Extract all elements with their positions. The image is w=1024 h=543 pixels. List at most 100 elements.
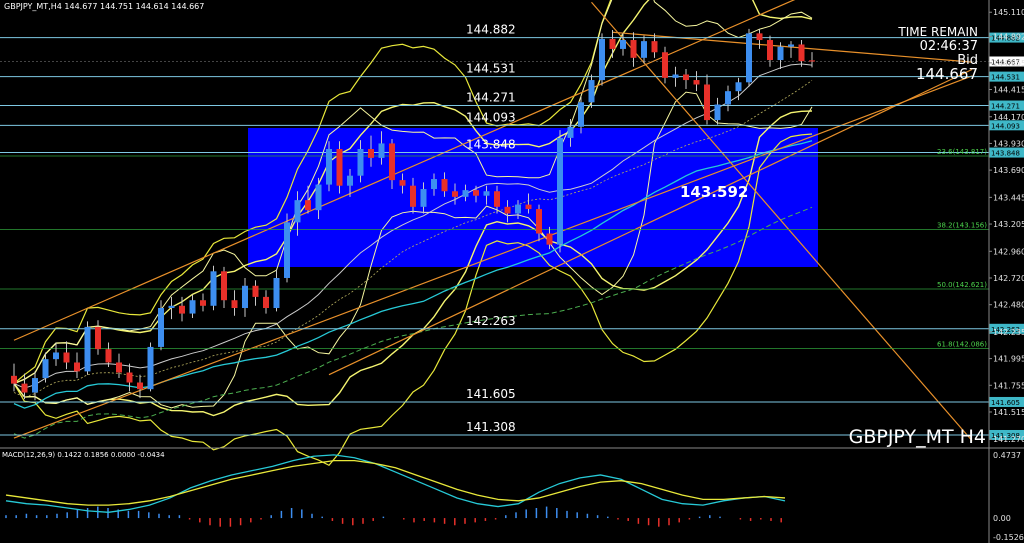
price-axis-tick-label: 141.995 (993, 355, 1024, 364)
candle-body (546, 233, 553, 245)
price-level-tag (989, 396, 1024, 407)
price-level-tag (989, 120, 1024, 131)
candle-body (263, 296, 269, 309)
candle-body (641, 41, 647, 58)
price-level-tag (989, 71, 1024, 82)
candle-body (725, 91, 731, 105)
candle-body (525, 204, 532, 210)
price-axis-tick-label: 142.235 (993, 328, 1024, 337)
candle-body (809, 60, 815, 62)
price-level-tag (989, 32, 1024, 43)
price-level-tag (989, 323, 1024, 334)
candle-body (326, 149, 332, 185)
candle-body (777, 46, 784, 61)
candle-body (84, 326, 91, 372)
candle-body (378, 143, 385, 158)
candle-body (714, 104, 721, 121)
candle-body (21, 383, 28, 393)
candle-body (662, 52, 668, 78)
candle-body (63, 352, 70, 363)
candle-body (284, 222, 290, 278)
candle-body (231, 300, 238, 309)
fibonacci-level-label: 50.0(142.621) (937, 281, 987, 289)
candle-body (735, 82, 742, 92)
macd-axis-tick-label: 0.4737 (993, 451, 1021, 460)
price-level-tag-text: 141.605 (991, 399, 1020, 407)
price-level-tag-text: 144.531 (991, 74, 1020, 82)
candle-body (357, 149, 364, 176)
candle-body (672, 74, 679, 78)
price-level-tag-text: 144.271 (991, 103, 1020, 111)
candle-body (788, 44, 794, 47)
price-axis-tick-label: 143.205 (993, 220, 1024, 229)
box-price-label: 143.592 (680, 183, 748, 201)
candle-body (420, 189, 427, 207)
price-level-tag-text: 142.263 (991, 326, 1020, 334)
price-level-tag-text: 143.848 (991, 150, 1020, 158)
candle-body (252, 285, 259, 297)
candle-body (389, 143, 395, 181)
candle-body (515, 204, 521, 214)
price-level-label: 141.605 (466, 387, 516, 401)
price-level-label: 142.263 (466, 314, 516, 328)
price-axis-tick-label: 144.415 (993, 86, 1024, 95)
candle-body (504, 206, 511, 214)
candle-body (368, 149, 374, 158)
candle-body (756, 33, 763, 41)
candle-body (567, 126, 574, 138)
price-axis-tick-label: 141.755 (993, 381, 1024, 390)
price-axis-tick-label: 141.270 (993, 435, 1024, 444)
macd-signal-line (5, 459, 786, 506)
info-bid-label: Bid (957, 53, 978, 68)
price-axis-tick-label: 141.515 (993, 408, 1024, 417)
candle-body (105, 349, 112, 363)
candle-body (32, 378, 38, 393)
candle-body (168, 305, 175, 309)
trend-line (13, 0, 796, 341)
candle-body (746, 33, 752, 83)
candle-body (42, 359, 49, 379)
horizontal-levels-layer: 144.882 144.882 144.531 144.531 144.271 144.2… (0, 23, 1024, 440)
price-axis-tick-label: 145.110 (993, 8, 1024, 17)
price-axis-tick-label: 143.690 (993, 166, 1024, 175)
price-axis-tick-label: 142.960 (993, 247, 1024, 256)
candle-body (683, 74, 689, 81)
candle-body (483, 191, 490, 196)
candle-body (315, 184, 322, 211)
macd-subwindow: 0.4737 0.00 -0.1526 (5, 451, 1024, 542)
fibonacci-level-label: 38.2(143.156) (937, 222, 987, 230)
moving-average-dotted (13, 80, 813, 398)
candle-body (473, 190, 479, 196)
price-axis-tick-label: 143.445 (993, 193, 1024, 202)
moving-average-20 (13, 63, 813, 389)
trend-line (13, 75, 973, 439)
bollinger-lower-3 (13, 133, 813, 467)
candle-body (147, 346, 154, 390)
info-bid-value: 144.667 (916, 65, 978, 83)
candles-layer (11, 28, 815, 401)
macd-line (5, 454, 786, 513)
price-level-label: 144.271 (466, 91, 516, 105)
symbol-watermark: GBPJPY_MT H4 (849, 426, 986, 448)
price-level-tag-text: 144.093 (991, 122, 1020, 130)
candle-body (179, 305, 185, 314)
candle-body (620, 40, 626, 49)
candle-body (630, 40, 637, 58)
candle-body (399, 180, 406, 186)
candle-body (305, 200, 311, 211)
candle-body (494, 191, 500, 207)
candle-body (74, 362, 80, 372)
candle-body (452, 191, 458, 197)
price-level-tag (989, 100, 1024, 111)
price-level-label: 141.308 (466, 420, 516, 434)
fibonacci-level-label: 23.6(143.817) (937, 148, 987, 156)
macd-label: MACD(12,26,9) 0.1422 0.1856 0.0000 -0.04… (2, 451, 165, 459)
price-axis-tick-label: 142.480 (993, 301, 1024, 310)
price-level-label: 144.882 (466, 23, 516, 37)
price-level-label: 144.531 (466, 62, 516, 76)
candle-body (441, 179, 448, 192)
price-axis-tick-label: 144.170 (993, 113, 1024, 122)
candle-body (599, 38, 605, 81)
